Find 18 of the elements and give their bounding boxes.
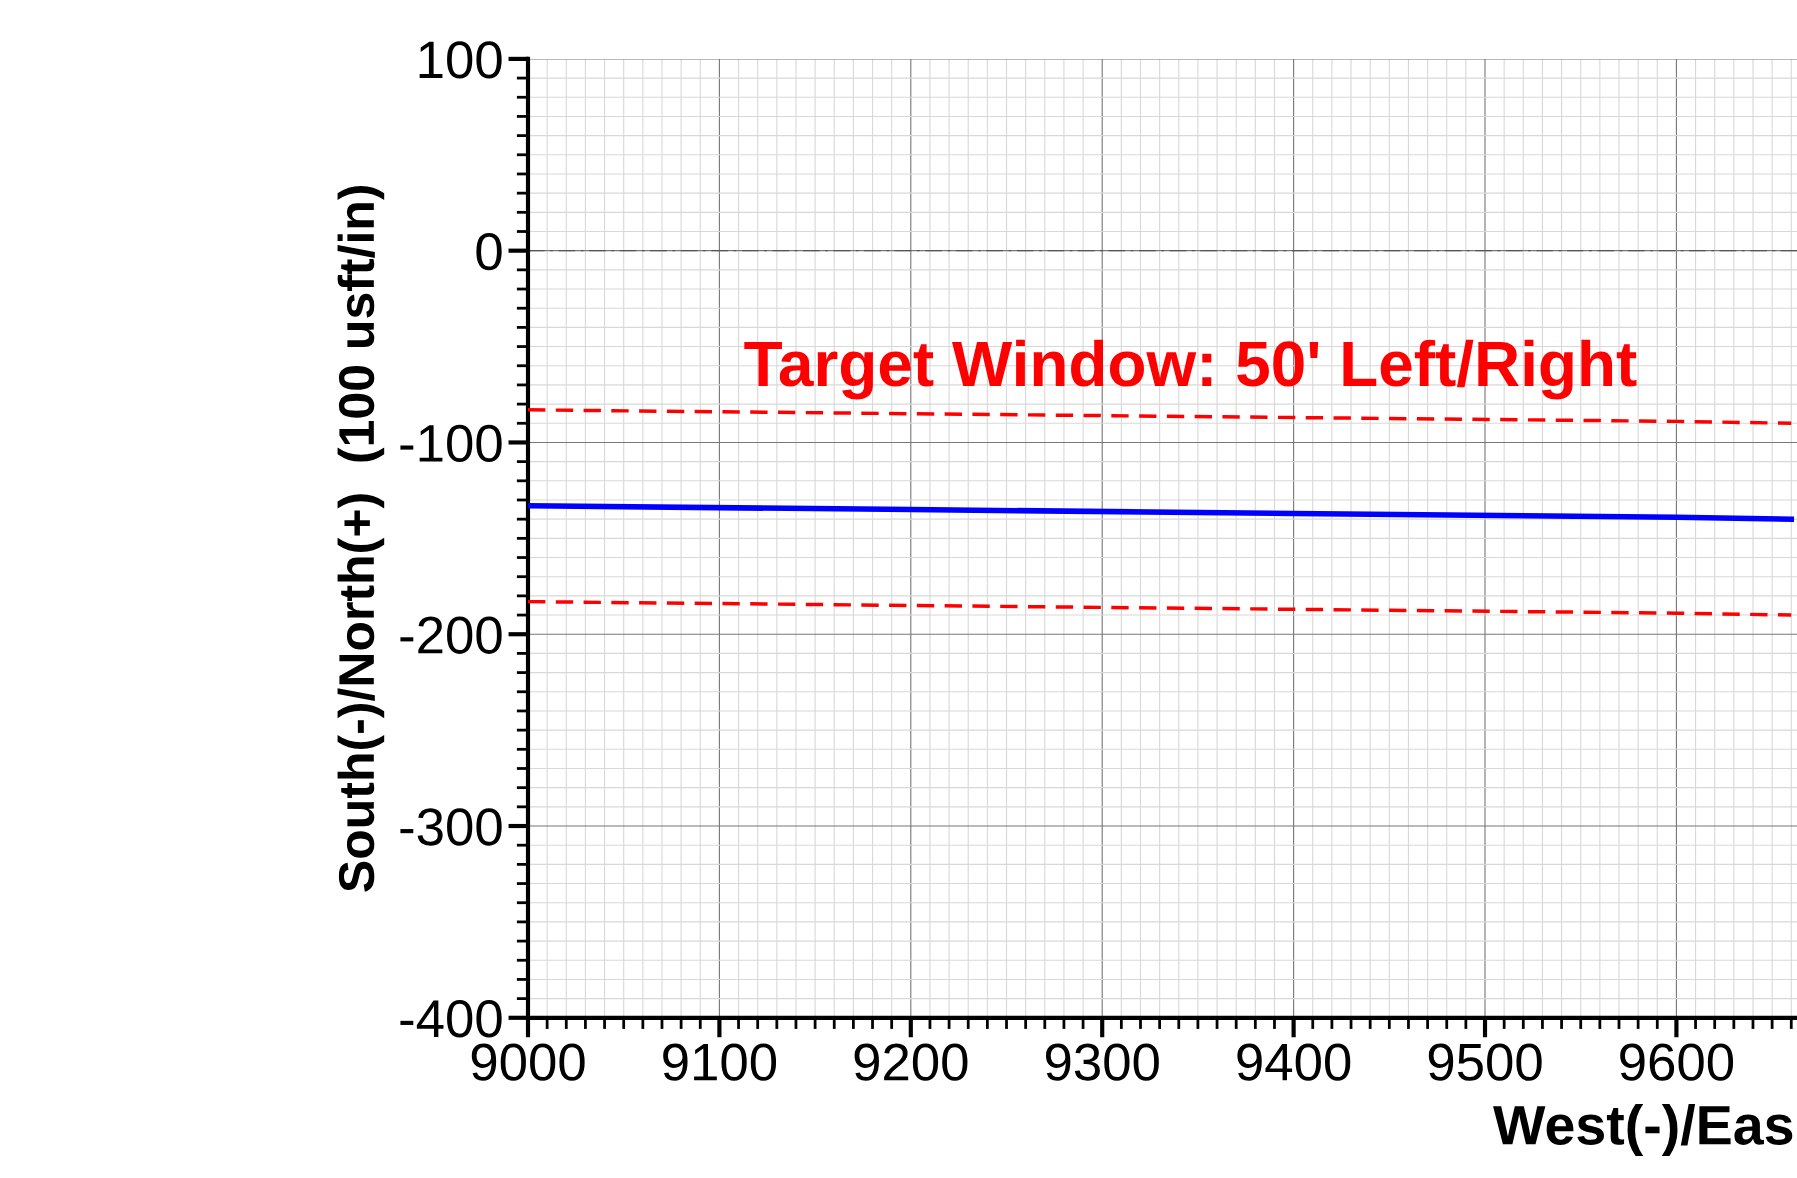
- x-tick-label: 9500: [1428, 1043, 1542, 1081]
- x-tick-label: 9400: [1237, 1043, 1351, 1081]
- x-tick-label: 9000: [471, 1043, 585, 1081]
- y-tick-label: 0: [476, 232, 502, 271]
- x-tick-label: 9200: [854, 1043, 968, 1081]
- x-axis-title: West(-)/Eas: [1493, 1104, 1793, 1156]
- x-tick-label: 9300: [1045, 1043, 1159, 1081]
- x-tick-label: 9100: [663, 1043, 777, 1081]
- y-axis-title: South(-)/North(+) (100 usft/in): [337, 185, 385, 892]
- y-tick-label: -100: [400, 424, 502, 463]
- y-tick-label: -200: [400, 616, 502, 654]
- y-tick-label: -400: [400, 1000, 502, 1038]
- x-tick-label: 9600: [1620, 1043, 1734, 1081]
- y-tick-label: -300: [400, 808, 502, 846]
- line-series: [528, 599, 1793, 617]
- annotation: Target Window: 50' Left/Right: [744, 339, 1637, 400]
- y-tick-label: 100: [419, 41, 502, 79]
- line-series: [528, 408, 1793, 426]
